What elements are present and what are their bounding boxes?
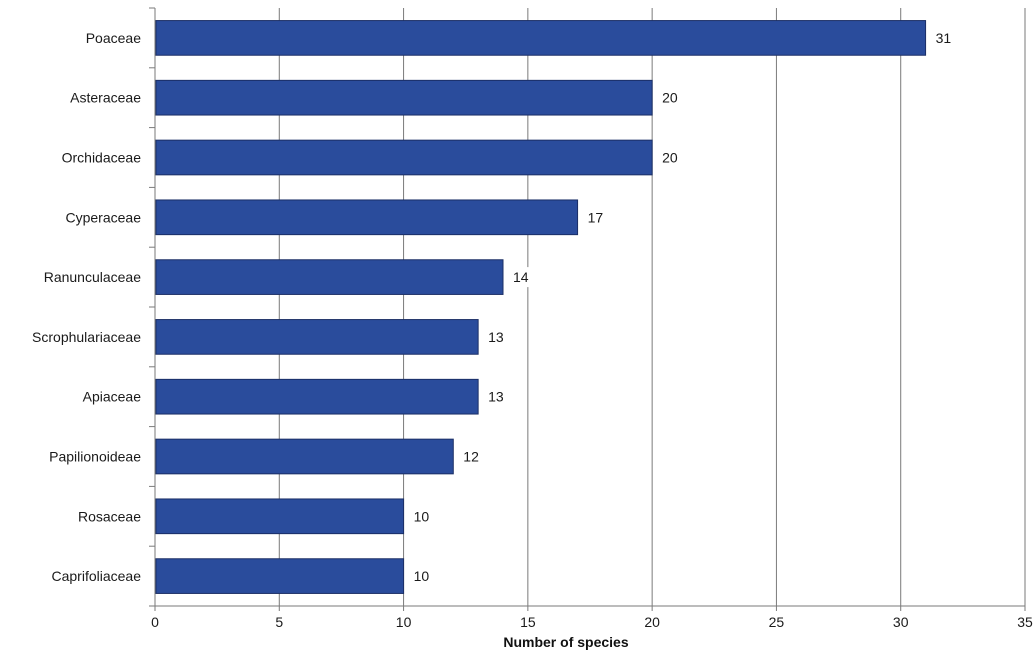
category-label-asteraceae: Asteraceae (70, 90, 141, 106)
x-tick-label-10: 10 (396, 614, 412, 630)
data-label-bg (409, 506, 436, 527)
data-label-papilionoideae: 12 (463, 449, 479, 465)
category-label-apiaceae: Apiaceae (83, 389, 142, 405)
bar-caprifoliaceae (155, 558, 405, 594)
bar-rosaceae (155, 498, 405, 535)
x-tick-labels: 0 5 10 15 20 25 30 35 (151, 614, 1033, 630)
data-label-rosaceae: 10 (414, 508, 430, 524)
category-label-papilionoideae: Papilionoideae (49, 449, 141, 465)
data-label-bg (484, 386, 511, 407)
data-label-cyperaceae: 17 (588, 209, 604, 225)
category-label-poaceae: Poaceae (86, 30, 141, 46)
bar-orchidaceae (155, 139, 653, 176)
category-label-cyperaceae: Cyperaceae (66, 209, 142, 225)
bar-apiaceae (155, 378, 479, 415)
category-label-ranunculaceae: Ranunculaceae (44, 269, 142, 285)
axes (149, 7, 1026, 611)
data-label-poaceae: 31 (936, 30, 952, 46)
x-tick-label-20: 20 (644, 614, 660, 630)
data-labels: 31 20 20 17 14 13 13 12 10 10 (409, 27, 958, 587)
data-label-bg (931, 27, 958, 48)
category-label-scrophulariaceae: Scrophulariaceae (32, 329, 141, 345)
data-label-apiaceae: 13 (488, 389, 504, 405)
x-axis-title: Number of species (503, 634, 628, 650)
data-label-bg (409, 566, 436, 587)
data-label-orchidaceae: 20 (662, 150, 678, 166)
x-tick-label-25: 25 (769, 614, 785, 630)
data-label-scrophulariaceae: 13 (488, 329, 504, 345)
data-label-bg (658, 87, 685, 108)
data-label-ranunculaceae: 14 (513, 269, 529, 285)
bar-ranunculaceae (155, 259, 504, 295)
category-label-orchidaceae: Orchidaceae (62, 150, 142, 166)
bar-cyperaceae (155, 199, 579, 236)
data-label-bg (484, 326, 511, 347)
category-label-caprifoliaceae: Caprifoliaceae (52, 568, 142, 584)
bar-poaceae (155, 20, 927, 56)
x-tick-label-5: 5 (275, 614, 283, 630)
data-label-bg (583, 207, 610, 228)
data-label-caprifoliaceae: 10 (414, 568, 430, 584)
bar-papilionoideae (155, 438, 454, 475)
bar-asteraceae (155, 79, 653, 116)
x-tick-label-30: 30 (893, 614, 909, 630)
data-label-bg (459, 446, 486, 467)
x-tick-label-0: 0 (151, 614, 159, 630)
bars (155, 20, 927, 594)
x-tick-label-35: 35 (1017, 614, 1033, 630)
data-label-bg (658, 147, 685, 168)
data-label-asteraceae: 20 (662, 90, 678, 106)
category-labels: Poaceae Asteraceae Orchidaceae Cyperaceae Ra… (32, 30, 141, 584)
x-tick-label-15: 15 (520, 614, 536, 630)
category-label-rosaceae: Rosaceae (78, 508, 141, 524)
data-label-bg (509, 267, 535, 288)
bar-scrophulariaceae (155, 319, 479, 355)
